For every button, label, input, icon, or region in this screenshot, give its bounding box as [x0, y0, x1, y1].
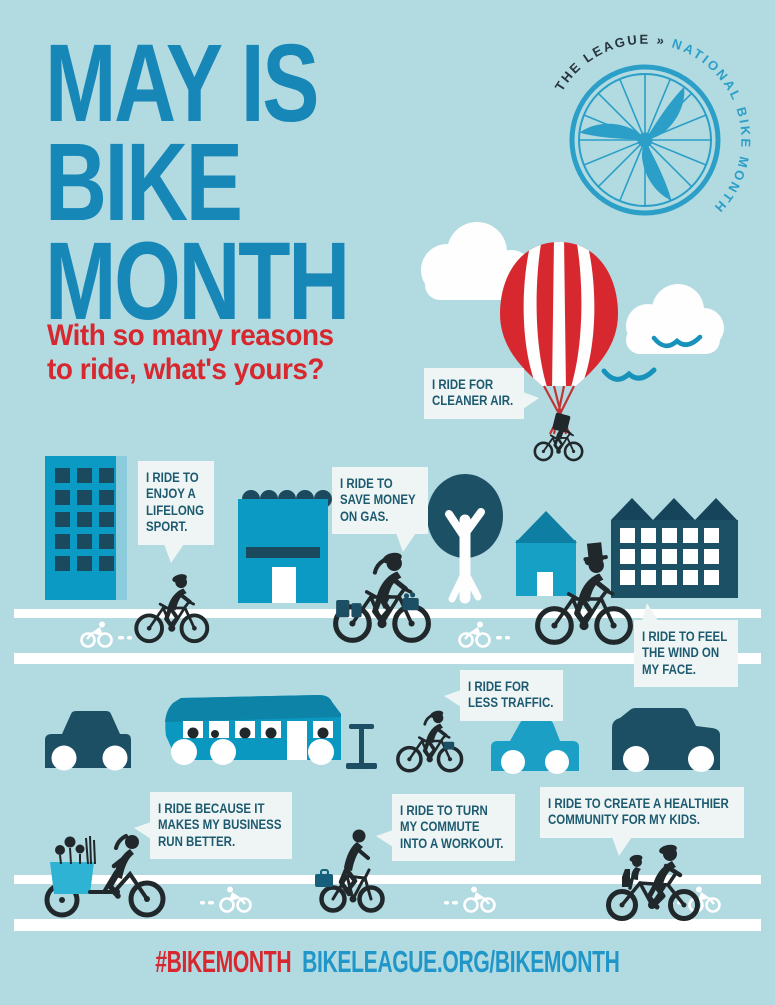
logo-arc-national-bike-month: NATIONAL BIKE MONTH — [670, 36, 751, 217]
bubble-text: I RIDE TO FEEL THE WIND ON MY FACE. — [642, 629, 728, 677]
apartment-windows — [620, 528, 719, 585]
house-icon — [515, 511, 577, 596]
cloud-icon — [626, 284, 724, 354]
road-stripe — [14, 919, 761, 931]
national-bike-month-logo: THE LEAGUE » NATIONAL BIKE MONTH — [552, 32, 751, 217]
bike-lane-marking-icon — [198, 885, 252, 913]
bubble-text: I RIDE TO SAVE MONEY ON GAS. — [340, 476, 416, 524]
child-seat-passenger — [622, 854, 643, 890]
pannier-bag-icon — [336, 600, 350, 618]
road-stripe — [14, 653, 761, 664]
speech-bubble-less-traffic: I RIDE FOR LESS TRAFFIC. — [444, 670, 563, 721]
car-icon — [491, 720, 579, 774]
family-bike-icon — [606, 844, 700, 921]
bubble-text: I RIDE FOR LESS TRAFFIC. — [468, 679, 554, 711]
car-icon — [45, 711, 131, 771]
bus-icon — [165, 695, 341, 765]
tree-icon — [427, 474, 503, 604]
bike-pump-icon — [346, 724, 377, 769]
page-title: MAY IS BIKE MONTH — [45, 22, 433, 343]
speech-bubble-business: I RIDE BECAUSE IT MAKES MY BUSINESS RUN … — [134, 792, 292, 860]
bike-basket-icon — [402, 598, 419, 611]
cargo-bike-rider-icon — [44, 834, 166, 918]
bubble-text: I RIDE BECAUSE IT MAKES MY BUSINESS RUN … — [158, 801, 282, 849]
tall-building-windows — [55, 468, 114, 571]
ponytail — [372, 557, 389, 575]
bubble-tail — [523, 392, 539, 409]
bubble-tail — [642, 603, 658, 621]
speech-bubble-save-money: I RIDE TO SAVE MONEY ON GAS. — [332, 467, 428, 553]
bubble-tail — [396, 533, 416, 553]
bubble-tail — [376, 830, 393, 847]
bubble-text: I RIDE TO CREATE A HEALTHIER COMMUNITY F… — [548, 796, 729, 828]
folding-bike-commuter-icon — [315, 829, 385, 913]
speech-bubble-lifelong-sport: I RIDE TO ENJOY A LIFELONG SPORT. — [138, 461, 214, 563]
bike-lane-marking-icon — [442, 885, 496, 913]
cyclist-top-hat-icon — [532, 542, 634, 646]
bubble-text: I RIDE TO ENJOY A LIFELONG SPORT. — [146, 470, 205, 535]
bubble-tail — [164, 543, 184, 563]
balloon-ropes — [543, 385, 575, 435]
storefront-building-icon — [238, 490, 332, 603]
cyclist-less-traffic-icon — [395, 707, 464, 773]
bus-passengers — [187, 727, 329, 739]
winged-wheel-icon — [569, 64, 721, 216]
speech-bubble-community: I RIDE TO CREATE A HEALTHIER COMMUNITY F… — [540, 787, 744, 856]
poster-subtitle: With so many reasons to ride, what's you… — [47, 319, 334, 386]
bubble-tail — [612, 836, 632, 856]
bike-lane-marking-icon — [80, 620, 134, 648]
speech-bubble-cleaner-air: I RIDE FOR CLEANER AIR. — [424, 368, 539, 419]
bubble-tail — [444, 690, 461, 707]
bird-icon — [651, 334, 703, 349]
bird-icon — [601, 367, 657, 382]
title-line-2: BIKE — [45, 121, 243, 244]
hashtag-bikemonth: #BIKEMONTH — [155, 944, 292, 979]
suv-icon — [612, 708, 720, 772]
cyclist-save-money-icon — [330, 550, 432, 644]
bikeleague-url: BIKELEAGUE.ORG/BIKEMONTH — [302, 944, 620, 979]
tall-building-side — [116, 456, 127, 600]
bubble-tail — [134, 822, 151, 839]
speech-bubble-workout: I RIDE TO TURN MY COMMUTE INTO A WORKOUT… — [376, 794, 515, 862]
cyclist-lifelong-sport-icon — [132, 572, 210, 644]
bubble-text: I RIDE FOR CLEANER AIR. — [432, 377, 514, 409]
title-line-3: MONTH — [45, 220, 350, 343]
hot-air-balloon-icon — [500, 242, 618, 462]
apartment-roofs — [611, 498, 737, 520]
flower-cargo — [50, 835, 96, 894]
poster-footer: #BIKEMONTH BIKELEAGUE.ORG/BIKEMONTH — [0, 944, 775, 980]
title-line-1: MAY IS — [45, 22, 319, 145]
road-stripe — [14, 875, 761, 884]
bubble-text: I RIDE TO TURN MY COMMUTE INTO A WORKOUT… — [400, 803, 504, 851]
bike-lane-marking-icon — [458, 620, 512, 648]
speech-bubble-wind-face: I RIDE TO FEEL THE WIND ON MY FACE. — [634, 603, 738, 688]
top-hat-icon — [583, 542, 608, 562]
briefcase-icon — [315, 874, 333, 887]
